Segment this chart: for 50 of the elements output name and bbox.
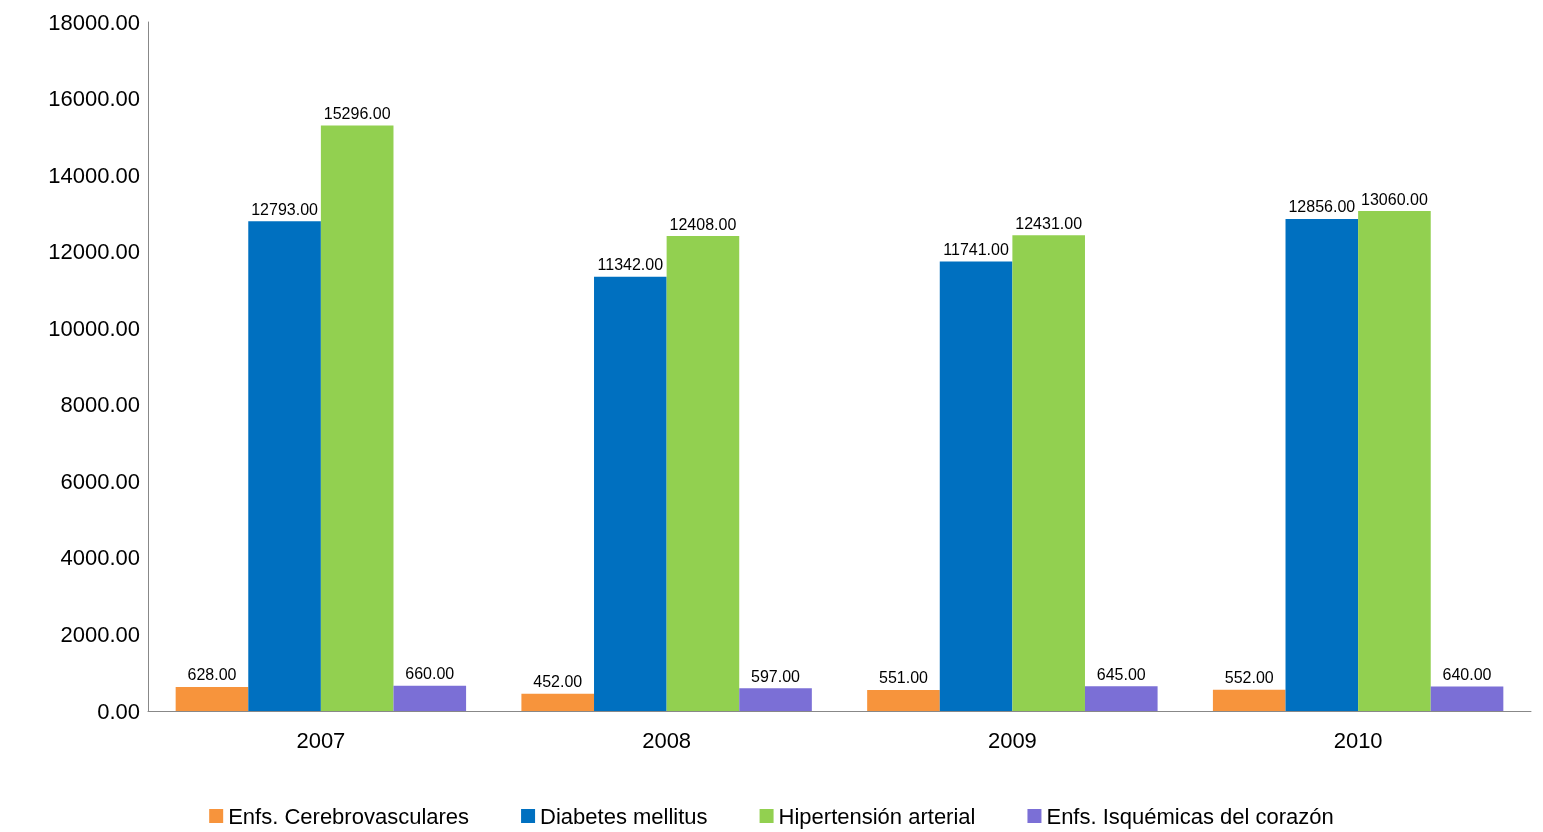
bar [320,125,394,711]
data-label: 11741.00 [943,241,1009,259]
y-tick-label: 10000.00 [48,315,140,341]
bar [248,221,321,711]
y-tick-label: 18000.00 [48,9,140,35]
data-label: 11342.00 [597,256,664,274]
bar [939,261,1013,711]
data-label: 12431.00 [1015,214,1083,232]
x-tick-label: 2010 [1333,727,1383,753]
x-tick-label: 2007 [296,727,346,753]
data-label: 640.00 [1442,666,1492,683]
bar [1358,211,1431,711]
data-label: 597.00 [751,667,801,685]
data-label: 13060.00 [1361,190,1428,208]
data-label: 628.00 [187,666,237,684]
legend-label: Enfs. Cerebrovasculares [228,803,470,829]
bar [521,693,595,711]
data-label: 645.00 [1096,665,1146,683]
legend-label: Enfs. Isquémicas del corazón [1046,803,1334,829]
y-tick-label: 12000.00 [48,239,140,265]
bar [1430,686,1504,711]
data-label: 552.00 [1224,669,1274,687]
x-tick-label: 2008 [642,727,692,753]
legend-label: Diabetes mellitus [540,803,708,829]
y-tick-label: 0.00 [97,698,140,724]
bar [393,685,467,711]
data-label: 551.00 [878,669,929,687]
y-tick-label: 8000.00 [60,392,140,418]
bar [739,688,812,711]
data-label: 12856.00 [1288,198,1356,216]
y-tick-label: 2000.00 [60,621,140,647]
y-tick-label: 14000.00 [48,162,140,188]
bar [175,686,249,711]
y-tick-label: 16000.00 [48,86,140,112]
bar [594,276,667,711]
data-label: 12793.00 [251,200,319,218]
y-tick-label: 6000.00 [60,468,140,494]
bar [666,236,740,711]
data-label: 12408.00 [669,215,737,233]
data-label: 660.00 [405,665,455,683]
bar [1285,218,1359,711]
data-label: 452.00 [533,673,583,691]
bar [1012,235,1085,711]
bar [1212,689,1286,711]
bar [867,689,940,711]
legend-label: Hipertensión arterial [778,803,976,829]
data-label: 15296.00 [323,105,391,122]
bar [1084,686,1158,711]
x-tick-label: 2009 [987,727,1037,753]
y-tick-label: 4000.00 [60,545,140,571]
